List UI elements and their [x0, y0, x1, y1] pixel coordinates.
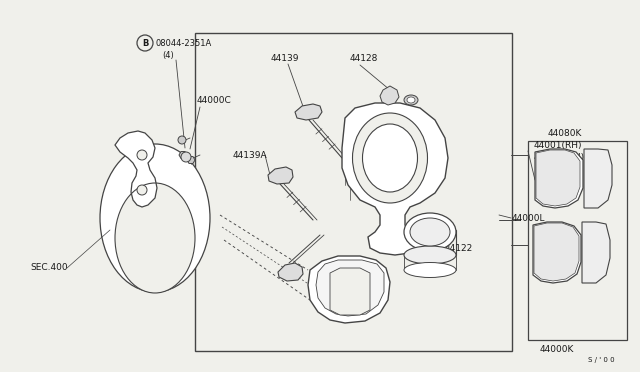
Polygon shape: [308, 256, 390, 323]
Ellipse shape: [404, 263, 456, 278]
Ellipse shape: [362, 124, 417, 192]
Polygon shape: [179, 151, 187, 158]
Circle shape: [178, 136, 186, 144]
Bar: [528, 141, 627, 340]
Polygon shape: [380, 86, 399, 105]
Text: SEC.400: SEC.400: [30, 263, 68, 273]
Text: S / ' 0 0: S / ' 0 0: [588, 357, 615, 363]
Ellipse shape: [353, 113, 428, 203]
Text: 44000C: 44000C: [197, 96, 232, 105]
Circle shape: [181, 152, 191, 162]
Polygon shape: [187, 157, 195, 163]
Bar: [195, 33, 512, 351]
Text: B: B: [142, 38, 148, 48]
Ellipse shape: [404, 95, 418, 105]
Polygon shape: [534, 223, 579, 281]
Ellipse shape: [100, 144, 210, 292]
Text: 44139A: 44139A: [233, 151, 268, 160]
Text: 44128: 44128: [350, 54, 378, 62]
Text: 44000L: 44000L: [512, 214, 545, 222]
Polygon shape: [584, 149, 612, 208]
Polygon shape: [330, 268, 370, 315]
Polygon shape: [582, 222, 610, 283]
Circle shape: [137, 150, 147, 160]
Polygon shape: [316, 260, 384, 316]
Text: (4): (4): [162, 51, 173, 60]
Polygon shape: [115, 131, 157, 207]
Text: 08044-2351A: 08044-2351A: [156, 38, 212, 48]
Ellipse shape: [407, 97, 415, 103]
Polygon shape: [342, 103, 448, 255]
Polygon shape: [536, 150, 580, 206]
Polygon shape: [533, 222, 581, 283]
Ellipse shape: [404, 246, 456, 264]
Polygon shape: [535, 149, 583, 208]
Ellipse shape: [115, 183, 195, 293]
Text: 44080K: 44080K: [548, 128, 582, 138]
Text: 44139: 44139: [271, 54, 300, 62]
Text: 44122: 44122: [445, 244, 473, 253]
Text: 44001(RH): 44001(RH): [534, 141, 582, 150]
Polygon shape: [295, 104, 322, 120]
Circle shape: [137, 185, 147, 195]
Ellipse shape: [404, 213, 456, 251]
Text: 44011 (LH): 44011 (LH): [534, 153, 584, 161]
Text: 44000K: 44000K: [540, 346, 574, 355]
Polygon shape: [278, 263, 303, 281]
Ellipse shape: [410, 218, 450, 246]
Polygon shape: [268, 167, 293, 184]
